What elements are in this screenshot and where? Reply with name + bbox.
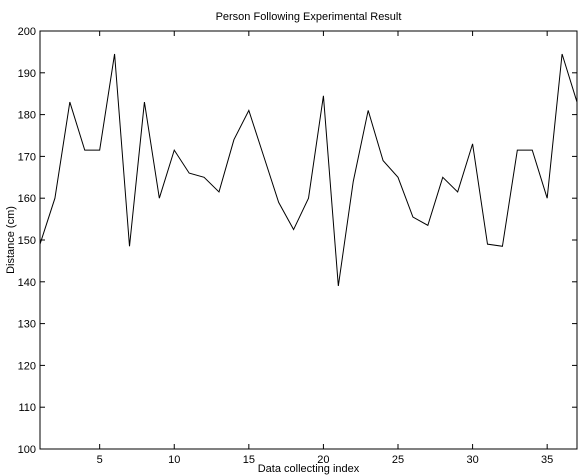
y-tick-label: 180 xyxy=(18,110,36,122)
y-tick-label: 150 xyxy=(18,235,36,247)
x-tick-label: 5 xyxy=(97,454,103,466)
x-tick-label: 30 xyxy=(466,454,478,466)
series-line xyxy=(39,53,578,287)
x-axis-label: Data collecting index xyxy=(258,463,360,475)
y-tick-label: 160 xyxy=(18,193,36,205)
y-axis-label: Distance (cm) xyxy=(5,206,17,274)
x-tick-label: 15 xyxy=(243,454,255,466)
x-tick-label: 35 xyxy=(541,454,553,466)
y-tick-label: 130 xyxy=(18,319,36,331)
x-tick-label: 20 xyxy=(317,454,329,466)
x-tick-label: 25 xyxy=(392,454,404,466)
y-tick-label: 170 xyxy=(18,151,36,163)
y-tick-label: 110 xyxy=(18,402,36,414)
y-tick-label: 190 xyxy=(18,68,36,80)
plot-area: 100 110 120 130 140 150 160 170 180 190 200 5 10 15 20… xyxy=(18,26,578,466)
y-tick-label: 140 xyxy=(18,277,36,289)
y-tick-label: 100 xyxy=(18,444,36,456)
chart-title: Person Following Experimental Result xyxy=(216,11,402,23)
y-tick-label: 120 xyxy=(18,360,36,372)
y-tick-label: 200 xyxy=(18,26,36,38)
x-tick-label: 10 xyxy=(168,454,180,466)
plot-frame xyxy=(39,30,578,450)
